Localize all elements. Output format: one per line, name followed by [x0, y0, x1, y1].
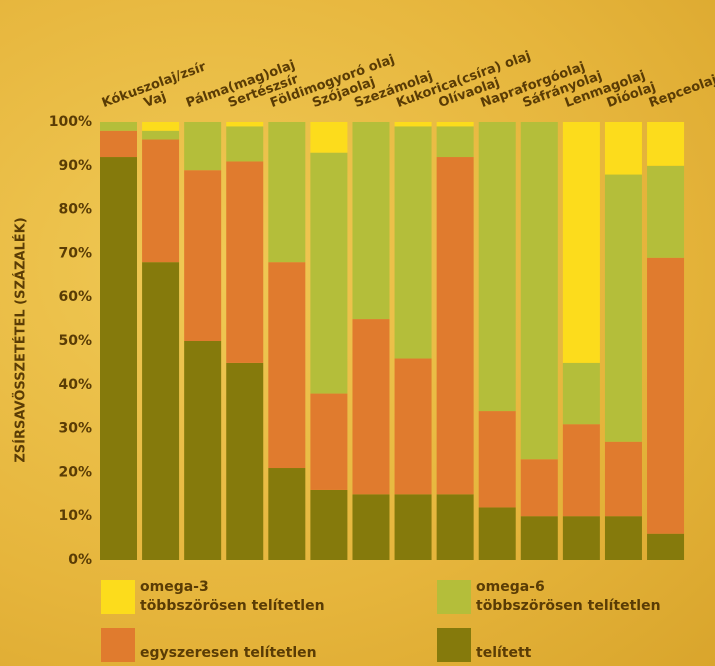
- y-axis-title: ZSÍRSAVÖSSZETÉTEL (SZÁZALÉK): [13, 217, 29, 462]
- bar-segment: [226, 122, 263, 126]
- bar-segment: [563, 516, 600, 560]
- bar-segment: [395, 122, 432, 126]
- y-tick-label: 0%: [68, 552, 92, 568]
- y-tick-label: 20%: [58, 464, 92, 480]
- y-tick-label: 90%: [58, 158, 92, 174]
- bar-segment: [479, 411, 516, 507]
- bar-segment: [563, 424, 600, 516]
- bar-segment: [605, 516, 642, 560]
- bar-segment: [352, 494, 389, 560]
- bar-segment: [647, 122, 684, 166]
- bar-segment: [352, 319, 389, 494]
- bar-segment: [100, 131, 137, 157]
- legend-label: telített: [476, 644, 531, 663]
- bar-segment: [184, 122, 221, 170]
- bar-segment: [395, 359, 432, 495]
- bar-segment: [605, 122, 642, 175]
- bar-segment: [226, 161, 263, 362]
- bar-segment: [268, 262, 305, 468]
- legend-label: omega-6 többszörösen telítetlen: [476, 578, 661, 616]
- bar-segment: [437, 157, 474, 494]
- legend-label: omega-3 többszörösen telítetlen: [140, 578, 325, 616]
- bar-segment: [563, 363, 600, 424]
- bar-segment: [605, 175, 642, 442]
- bar-segment: [437, 494, 474, 560]
- chart: ZSÍRSAVÖSSZETÉTEL (SZÁZALÉK) 0% 10% 20% 30%…: [0, 0, 715, 666]
- bar-segment: [100, 157, 137, 560]
- bar-segment: [437, 122, 474, 126]
- y-tick-label: 100%: [49, 114, 92, 130]
- y-tick-label: 10%: [58, 508, 92, 524]
- bar-segment: [310, 122, 347, 153]
- bar-segment: [395, 126, 432, 358]
- bar-segment: [310, 490, 347, 560]
- bar-segment: [647, 166, 684, 258]
- bar-segment: [647, 258, 684, 534]
- bar-segment: [310, 153, 347, 394]
- bar-segment: [437, 126, 474, 157]
- bar-segment: [647, 534, 684, 560]
- legend-swatch: [437, 628, 471, 662]
- bar-segment: [226, 363, 263, 560]
- bar-segment: [310, 394, 347, 490]
- bar-segment: [142, 122, 179, 131]
- bar-segment: [605, 442, 642, 516]
- y-tick-label: 30%: [58, 421, 92, 437]
- bar-segment: [226, 126, 263, 161]
- page: ZSÍRSAVÖSSZETÉTEL (SZÁZALÉK) 0% 10% 20% 30%…: [0, 0, 715, 666]
- legend-label: egyszeresen telítetlen: [140, 644, 317, 663]
- bar-segment: [100, 122, 137, 131]
- legend-swatch: [101, 628, 135, 662]
- bar-segment: [479, 507, 516, 560]
- bar-segment: [184, 341, 221, 560]
- bar-segment: [521, 516, 558, 560]
- legend-swatch: [101, 580, 135, 614]
- bar-segment: [268, 468, 305, 560]
- bar-segment: [268, 122, 305, 262]
- y-tick-label: 60%: [58, 289, 92, 305]
- y-tick-label: 70%: [58, 245, 92, 261]
- bar-segment: [184, 170, 221, 341]
- bar-segment: [521, 122, 558, 459]
- bar-segment: [563, 122, 600, 363]
- y-tick-label: 40%: [58, 377, 92, 393]
- bar-segment: [479, 122, 516, 411]
- bar-segment: [521, 459, 558, 516]
- bar-segment: [142, 131, 179, 140]
- bar-segment: [142, 140, 179, 263]
- bar-segment: [142, 262, 179, 560]
- bar-segment: [352, 122, 389, 319]
- x-tick-label: Repceolaj: [647, 73, 715, 111]
- y-tick-label: 80%: [58, 202, 92, 218]
- y-tick-label: 50%: [58, 333, 92, 349]
- legend-swatch: [437, 580, 471, 614]
- bar-segment: [395, 494, 432, 560]
